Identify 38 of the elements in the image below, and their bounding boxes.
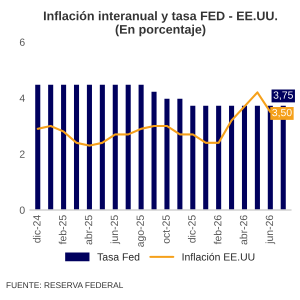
source-note: FUENTE: RESERVA FEDERAL bbox=[6, 282, 124, 288]
data-label: 3,75 bbox=[274, 91, 293, 100]
bar bbox=[214, 104, 223, 210]
legend-label: Tasa Fed bbox=[97, 252, 140, 261]
bar bbox=[86, 83, 94, 210]
bar bbox=[46, 83, 55, 210]
bar bbox=[124, 83, 132, 210]
x-tick-label: abr-26 bbox=[240, 215, 248, 245]
bar bbox=[176, 97, 184, 210]
y-tick-label: 2 bbox=[20, 150, 25, 158]
y-tick-label: 4 bbox=[20, 94, 25, 102]
x-tick-label: feb-26 bbox=[214, 215, 222, 244]
bar bbox=[228, 104, 236, 210]
y-tick-label: 6 bbox=[20, 38, 25, 46]
x-tick-label: oct-25 bbox=[162, 215, 170, 244]
bar bbox=[202, 104, 210, 210]
x-tick-label: ago-25 bbox=[136, 215, 146, 247]
bar bbox=[72, 83, 80, 210]
legend-label: Inflación EE.UU bbox=[182, 252, 254, 261]
bar bbox=[60, 83, 68, 210]
x-tick-label: abr-25 bbox=[84, 215, 92, 245]
x-tick-label: feb-25 bbox=[58, 215, 66, 244]
x-tick-label: dic-25 bbox=[188, 215, 196, 243]
x-tick-label: dic-24 bbox=[32, 215, 41, 243]
chart-title: Inflación interanual y tasa FED - EE.UU. (En porcentaje) bbox=[44, 11, 278, 36]
bar bbox=[98, 83, 106, 210]
bar bbox=[188, 104, 197, 210]
bar bbox=[253, 104, 262, 210]
x-tick-label: jun-25 bbox=[110, 215, 120, 244]
bar bbox=[240, 104, 248, 210]
bar bbox=[34, 83, 42, 210]
y-tick-label: 0 bbox=[20, 206, 25, 214]
bar bbox=[111, 83, 120, 210]
bar bbox=[137, 83, 146, 210]
bar bbox=[163, 97, 171, 210]
data-label: 3,50 bbox=[272, 108, 292, 118]
x-tick-label: jun-26 bbox=[265, 215, 276, 244]
bar bbox=[150, 90, 158, 210]
